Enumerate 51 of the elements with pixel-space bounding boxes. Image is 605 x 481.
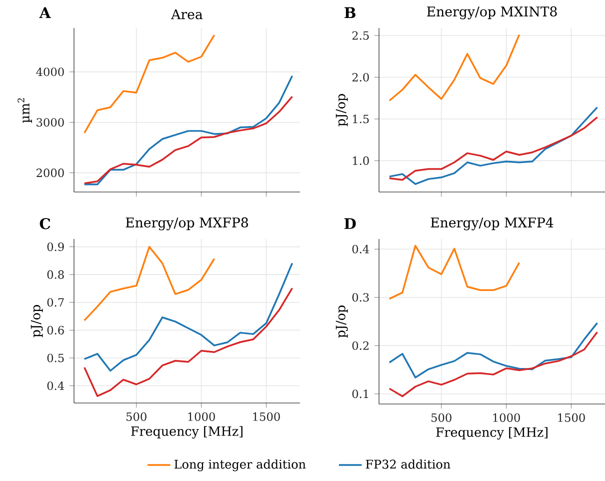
y-tick-label: 0.6 xyxy=(47,326,64,334)
x-axis-title: Frequency [MHz] xyxy=(436,427,548,440)
y-tick-label: 1.5 xyxy=(352,114,369,124)
chart-title: Energy/op MXINT8 xyxy=(427,6,557,20)
y-axis-title: µm$^{2}$ xyxy=(18,98,32,123)
y-tick-label: 0.3 xyxy=(352,293,369,302)
y-axis-title: pJ/op xyxy=(30,305,43,338)
x-axis-title: Frequency [MHz] xyxy=(131,426,242,439)
y-tick-label: 0.4 xyxy=(47,381,64,390)
y-tick-label: 0.9 xyxy=(47,242,64,252)
line-series xyxy=(388,322,598,378)
x-tick-label: 1500 xyxy=(253,412,280,421)
y-tick-label: 0.4 xyxy=(352,244,370,254)
legend-label: FP32 addition xyxy=(366,459,450,469)
y-tick-label: 2.0 xyxy=(352,72,369,82)
text: B xyxy=(344,7,356,18)
y-tick-label: 3000 xyxy=(36,118,64,127)
y-tick-label: 0.2 xyxy=(352,341,369,350)
line-series xyxy=(84,96,294,184)
y-tick-label: 0.5 xyxy=(47,354,64,362)
line-series xyxy=(388,331,598,398)
line-series xyxy=(388,244,520,300)
chart-title: Area xyxy=(171,9,203,20)
x-tick-label: 500 xyxy=(432,413,452,422)
text: A xyxy=(39,7,51,18)
line-series xyxy=(84,246,216,322)
chart-title: Energy/op MXFP8 xyxy=(126,217,248,230)
x-tick-label: 1500 xyxy=(558,413,585,422)
line-series xyxy=(84,34,216,134)
y-axis-title: pJ/op xyxy=(336,306,348,338)
y-tick-label: 2.5 xyxy=(352,31,369,40)
x-tick-label: 1000 xyxy=(493,413,520,422)
chart-title: Energy/op MXFP4 xyxy=(430,217,554,230)
y-tick-label: 0.8 xyxy=(47,270,64,279)
x-tick-label: 500 xyxy=(126,412,146,421)
line-series xyxy=(84,262,294,372)
y-tick-label: 2000 xyxy=(36,168,64,178)
y-tick-label: 0.7 xyxy=(47,298,64,307)
text: D xyxy=(344,218,356,229)
x-tick-label: 1000 xyxy=(188,412,215,421)
line-series xyxy=(388,34,520,102)
legend-label: Long integer addition xyxy=(174,459,306,472)
line-series xyxy=(84,75,294,186)
y-tick-label: 0.1 xyxy=(352,390,368,398)
line-series xyxy=(84,287,294,397)
y-tick-label: 4000 xyxy=(36,68,64,76)
line-series xyxy=(388,106,598,185)
y-tick-label: 1.0 xyxy=(352,156,369,165)
y-axis-title: pJ/op xyxy=(336,94,348,126)
text: C xyxy=(40,218,50,230)
line-series xyxy=(388,116,598,181)
